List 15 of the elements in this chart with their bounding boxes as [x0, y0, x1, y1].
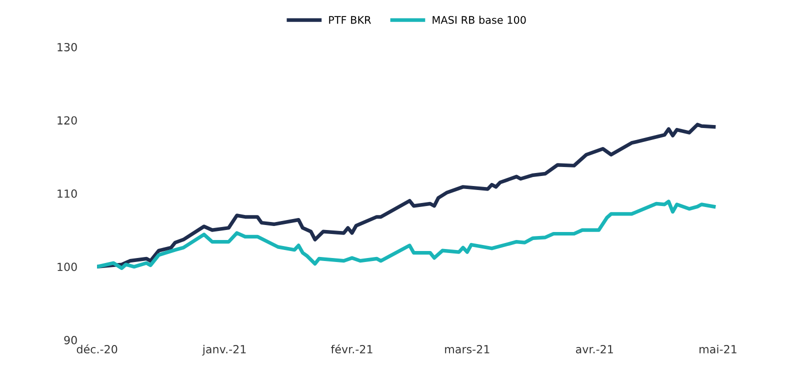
- y-tick-label: 120: [58, 116, 77, 125]
- x-tick-label: févr.-21: [331, 344, 372, 354]
- legend-label: MASI RB base 100: [432, 16, 526, 24]
- line-series: [97, 122, 716, 269]
- y-tick-label: 90: [64, 336, 77, 344]
- x-tick-label: déc.-20: [76, 344, 118, 354]
- line-series: [97, 200, 716, 270]
- x-tick-label: janv.-21: [202, 344, 246, 356]
- x-tick-label: avr.-21: [576, 345, 613, 354]
- y-tick-label: 100: [58, 262, 77, 272]
- x-tick-label: mars-21: [445, 345, 490, 354]
- legend-label: PTF BKR: [329, 16, 371, 24]
- y-tick-label: 130: [58, 42, 77, 52]
- x-tick-label: mai-21: [700, 344, 736, 354]
- y-tick-label: 110: [58, 189, 77, 198]
